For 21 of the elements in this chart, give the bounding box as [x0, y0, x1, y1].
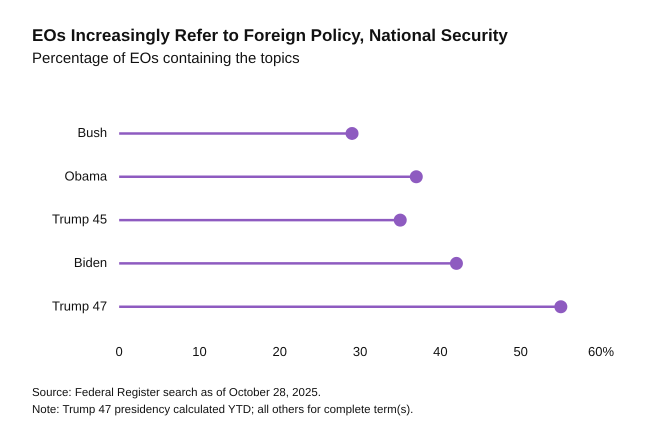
point [410, 170, 423, 184]
x-tick-label: 60% [588, 344, 614, 359]
source-note: Source: Federal Register search as of October 28, 2025. [32, 386, 322, 401]
chart-title: EOs Increasingly Refer to Foreign Policy, National Security [32, 26, 508, 46]
x-tick-label: 30 [352, 344, 368, 359]
chart-subtitle: Percentage of EOs containing the topics [32, 50, 300, 67]
y-tick-label: Biden [74, 255, 108, 270]
y-tick-label: Trump 47 [52, 298, 108, 314]
x-tick-label: 10 [192, 344, 207, 359]
y-tick-label: Bush [78, 125, 108, 140]
y-tick-label: Trump 45 [52, 212, 108, 227]
x-tick-label: 0 [116, 344, 123, 359]
point [346, 126, 359, 140]
point [554, 300, 568, 314]
text: Note: Trump 47 presidency calculated YTD; all others for complete term(s). [32, 403, 414, 418]
x-tick-label: 20 [272, 344, 287, 359]
point [450, 256, 463, 270]
point [394, 214, 407, 227]
x-tick-label: 50 [513, 344, 528, 359]
y-tick-label: Obama [64, 168, 108, 184]
x-tick-label: 40 [433, 344, 448, 359]
